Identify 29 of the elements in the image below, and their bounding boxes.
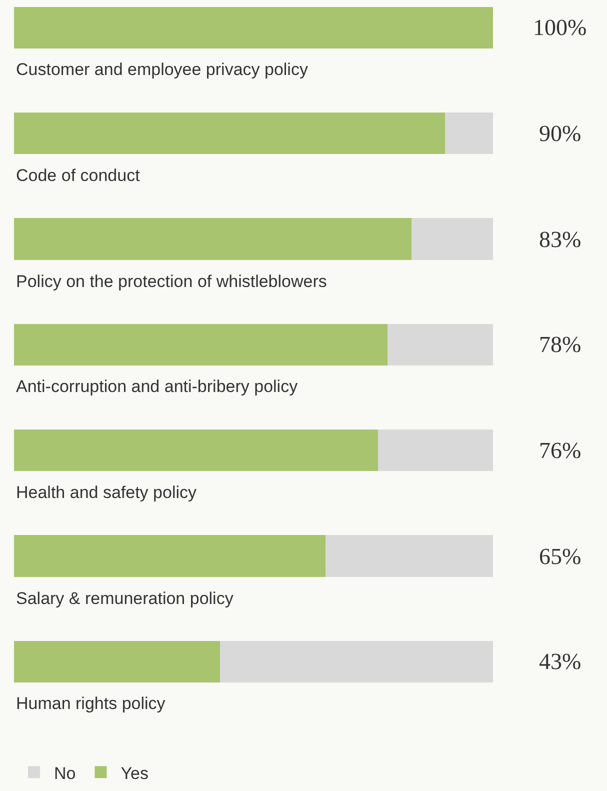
bar: [325, 535, 493, 577]
bar: [14, 535, 326, 577]
y-tick-label: Customer and employee privacy policy: [16, 60, 308, 79]
data-label: 90%: [539, 121, 582, 146]
y-tick-label: Anti-corruption and anti-bribery policy: [16, 377, 298, 396]
data-label: 76%: [539, 438, 582, 463]
legend-label: Yes: [120, 764, 148, 783]
y-tick-label: Human rights policy: [16, 694, 166, 713]
data-label: 65%: [539, 544, 582, 569]
bar: [378, 430, 493, 472]
y-tick-label: Health and safety policy: [16, 483, 197, 502]
data-label: 83%: [539, 227, 582, 252]
data-label: 100%: [533, 15, 587, 40]
bar: [445, 112, 493, 154]
bar: [14, 324, 388, 366]
bar: [14, 112, 446, 154]
data-label: 43%: [539, 649, 582, 674]
bar: [14, 430, 378, 472]
bar: [14, 640, 220, 682]
bar: [388, 324, 493, 366]
bar: [14, 218, 412, 260]
legend-label: No: [54, 764, 76, 783]
y-tick-label: Code of conduct: [16, 166, 140, 185]
bar: [14, 6, 493, 49]
bar: [412, 218, 493, 260]
y-tick-label: Salary & remuneration policy: [16, 589, 234, 608]
bar: [220, 640, 493, 682]
y-tick-label: Policy on the protection of whistleblowers: [16, 272, 327, 291]
data-label: 78%: [539, 332, 582, 357]
